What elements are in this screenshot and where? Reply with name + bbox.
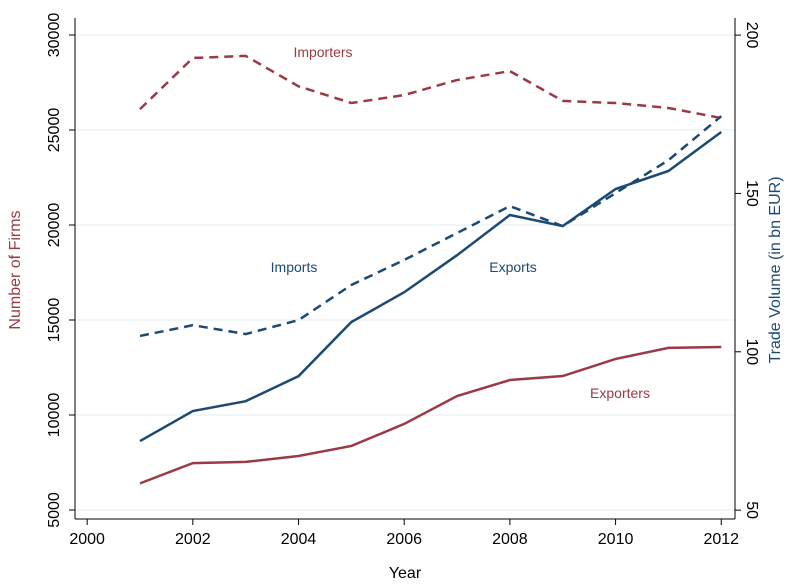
y-tick-label: 15000: [46, 298, 63, 343]
series-label: Exporters: [590, 385, 650, 401]
y2-tick-label: 100: [743, 338, 760, 365]
y-tick-label: 20000: [46, 203, 63, 248]
y2-tick-label: 150: [743, 180, 760, 207]
x-tick-label: 2002: [175, 531, 211, 548]
y-tick-label: 5000: [46, 492, 63, 528]
y-axis-title: Number of Firms: [7, 210, 24, 329]
x-tick-label: 2000: [69, 531, 105, 548]
series-label: Imports: [271, 259, 318, 275]
y2-tick-label: 200: [743, 22, 760, 49]
y-tick-label: 30000: [46, 13, 63, 58]
series-label: Importers: [293, 44, 352, 60]
x-axis-title: Year: [389, 565, 422, 582]
x-tick-label: 2006: [386, 531, 422, 548]
x-tick-label: 2008: [492, 531, 528, 548]
series-line: [139, 345, 722, 485]
x-tick-label: 2012: [703, 531, 739, 548]
y-tick-label: 25000: [46, 108, 63, 153]
x-tick-label: 2010: [598, 531, 634, 548]
series-line: [139, 115, 723, 338]
x-tick-label: 2004: [281, 531, 317, 548]
series-line: [139, 131, 723, 443]
series-label: Exports: [489, 259, 536, 275]
y2-tick-label: 50: [743, 501, 760, 519]
y2-axis-title: Trade Volume (in bn EUR): [767, 176, 784, 363]
y-tick-label: 10000: [46, 393, 63, 438]
series-line: [139, 54, 722, 120]
